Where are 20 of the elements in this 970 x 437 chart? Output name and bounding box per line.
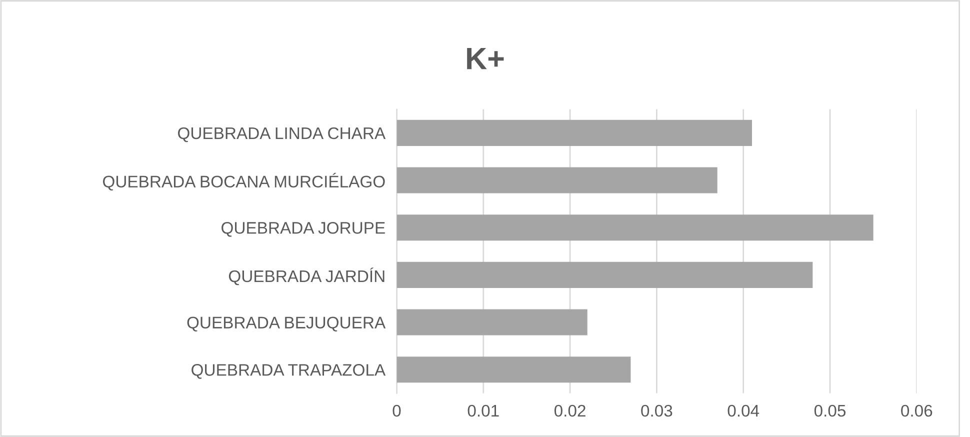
y-tick-label: QUEBRADA JORUPE (222, 222, 385, 237)
x-tick-label: 0.01 (468, 404, 499, 417)
x-tick-label: 0.04 (728, 404, 760, 417)
chart-title: K+ (467, 48, 504, 70)
y-tick-label: QUEBRADA LINDA CHARA (178, 127, 386, 142)
bar (396, 262, 813, 288)
bar (396, 120, 752, 146)
bar (396, 167, 718, 194)
x-tick-label: 0.03 (641, 404, 672, 417)
x-tick-label: 0.05 (814, 404, 846, 417)
x-tick-label: 0.06 (901, 404, 932, 417)
y-tick-label: QUEBRADA JARDÍN (228, 268, 384, 286)
x-tick-label: 0.02 (554, 404, 586, 417)
bar (396, 309, 588, 336)
y-tick-label: QUEBRADA BEJUQUERA (187, 316, 386, 332)
x-tick-label: 0 (392, 404, 401, 417)
bar (396, 214, 874, 241)
y-tick-label: QUEBRADA BOCANA MURCIÉLAGO (103, 172, 385, 190)
bar (396, 356, 631, 383)
y-tick-label: QUEBRADA TRAPAZOLA (192, 364, 386, 379)
